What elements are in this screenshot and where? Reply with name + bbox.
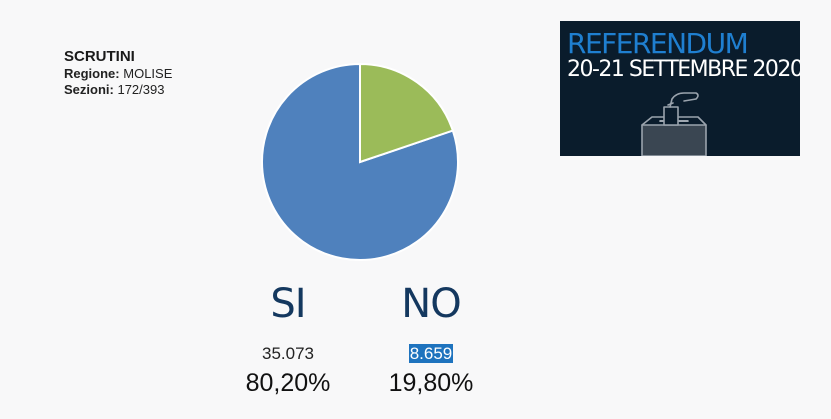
scrutini-title: SCRUTINI [64,48,135,65]
sections-row: Sezioni: 172/393 [64,82,172,98]
no-label: NO [401,281,461,327]
results-pie-chart [258,60,462,264]
no-votes-row: 8.659 [376,344,486,364]
pie-slice-no [359,62,455,164]
si-votes: 35.073 [262,344,314,363]
ballot-box-icon [641,92,707,156]
scrutini-info: SCRUTINI Regione: MOLISE Sezioni: 172/39… [64,49,172,98]
si-percent: 80,20% [245,369,331,397]
region-label: Regione: [64,66,120,81]
no-votes: 8.659 [408,344,454,363]
banner-title: REFERENDUM [567,27,749,60]
result-si: SI 35.073 80,20% [233,282,343,398]
pie-slice-si [261,62,459,261]
no-percent: 19,80% [388,369,474,397]
region-row: Regione: MOLISE [64,66,172,82]
banner-date: 20-21 SETTEMBRE 2020 [567,57,800,82]
si-label: SI [270,281,306,327]
result-no: NO 8.659 19,80% [376,282,486,398]
sections-label: Sezioni: [64,82,114,97]
referendum-banner: REFERENDUM 20-21 SETTEMBRE 2020 [560,21,800,156]
sections-value: 172/393 [117,82,165,97]
region-value: MOLISE [123,66,173,81]
